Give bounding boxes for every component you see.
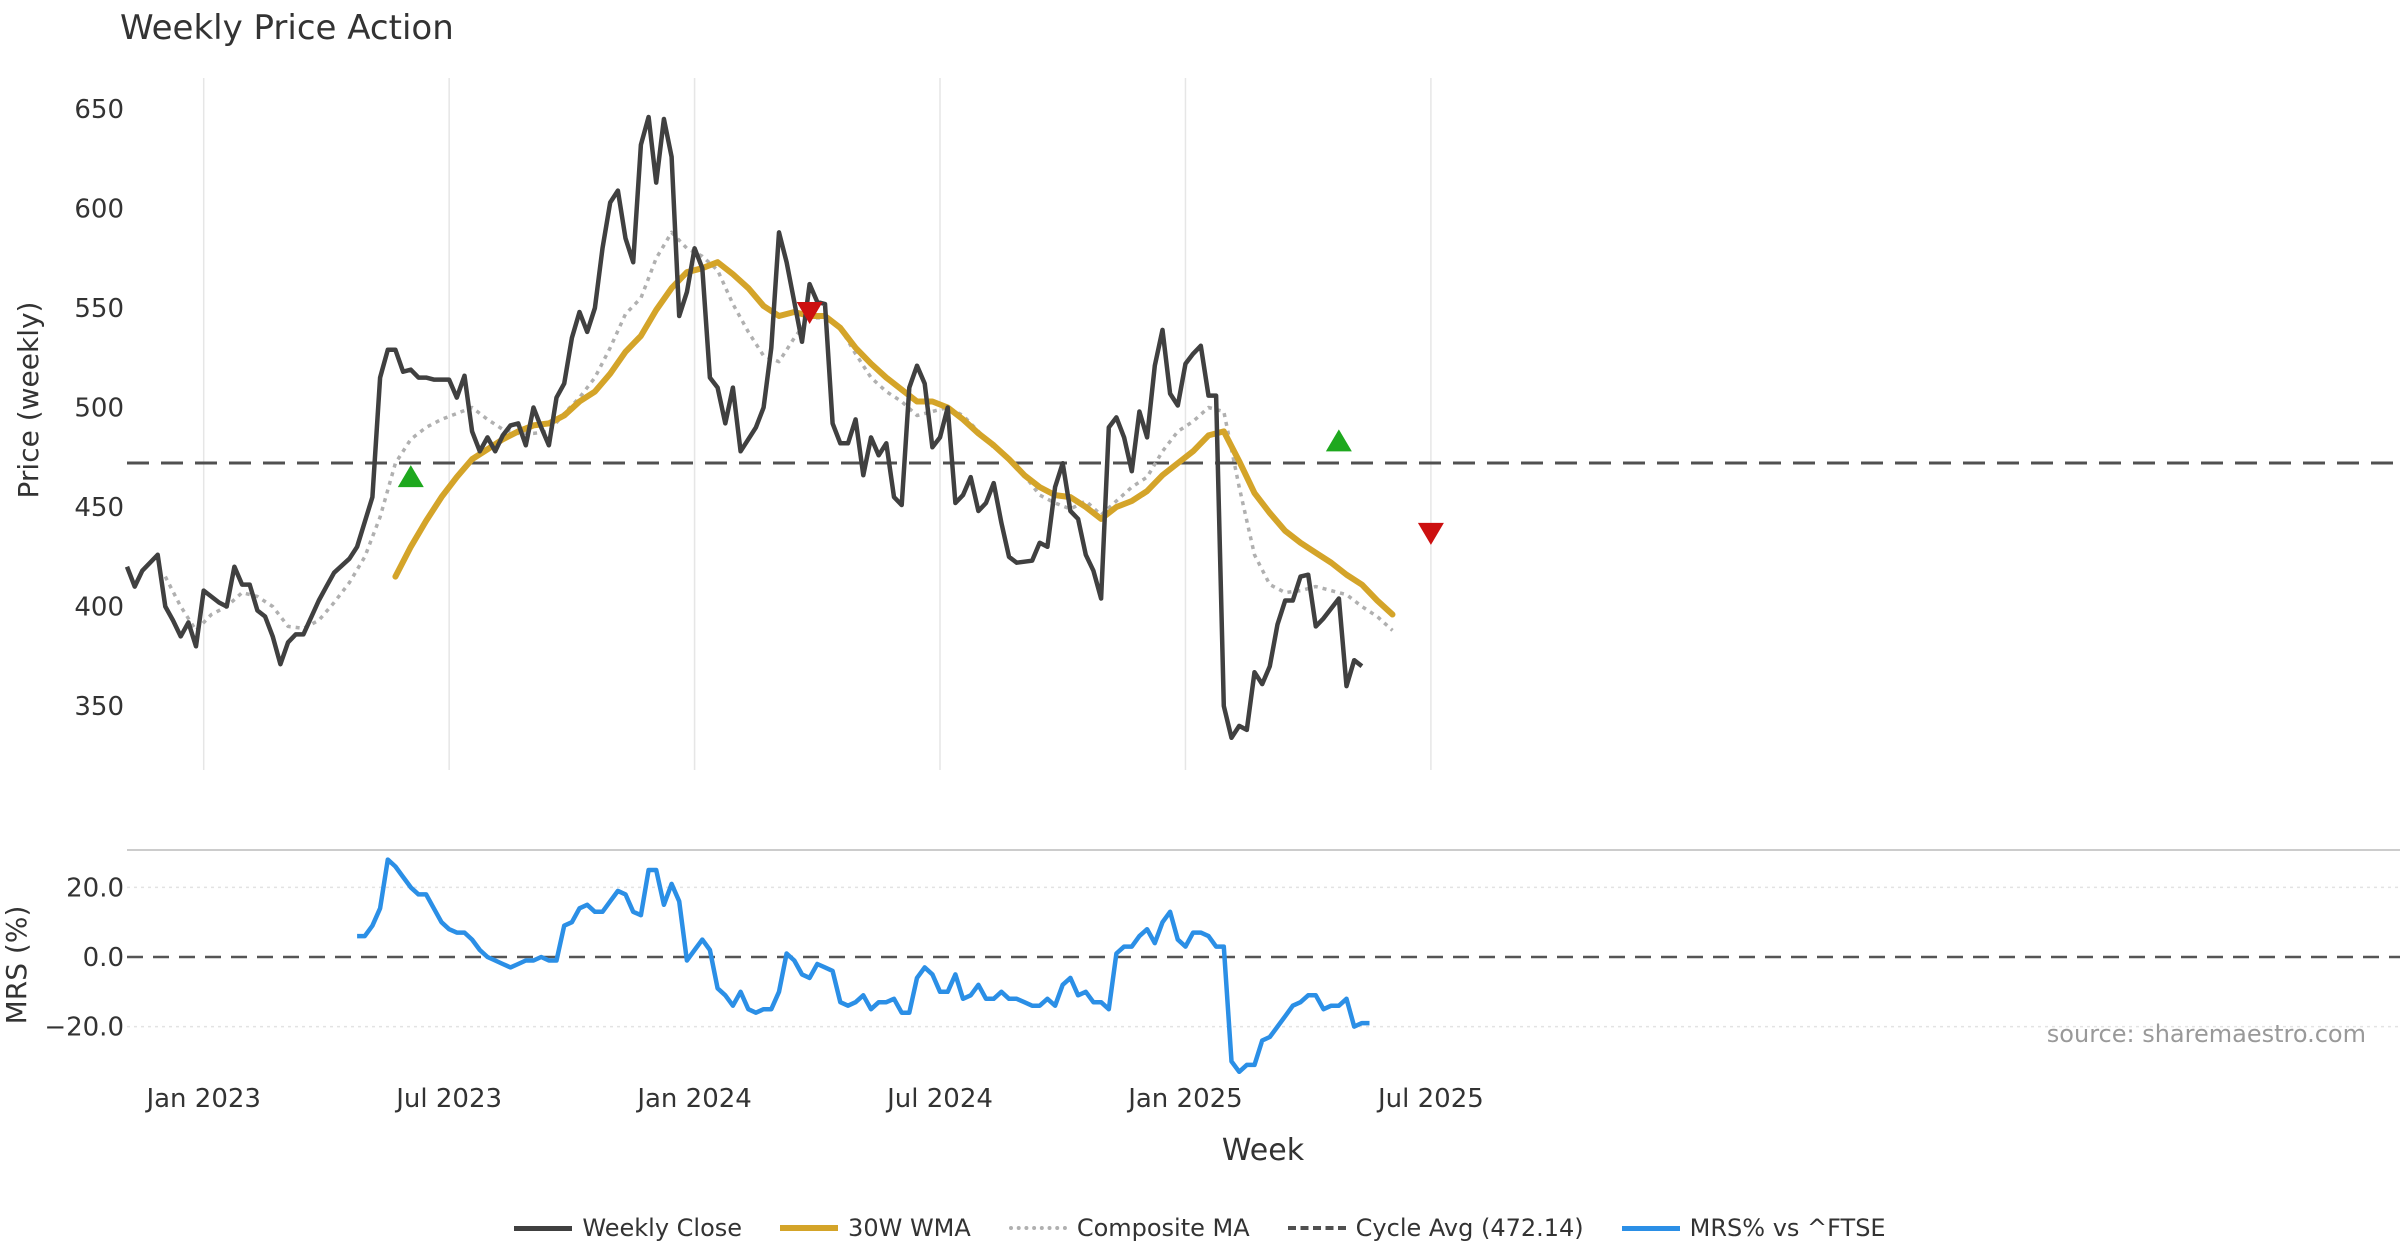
legend-item-mrs: MRS% vs ^FTSE [1621,1214,1886,1242]
legend-item-weekly-close: Weekly Close [514,1214,742,1242]
y-tick-label-price: 650 [74,95,124,125]
price-grid [202,78,1432,770]
x-tick-label: Jul 2024 [885,1084,993,1114]
x-tick-label: Jul 2025 [1376,1084,1484,1114]
legend-swatch-weekly-close [514,1225,573,1231]
weekly-close-line [124,114,1364,741]
x-tick-label: Jan 2024 [635,1084,752,1114]
y-axis-label-price: Price (weekly) [12,302,45,499]
y-tick-label-mrs: 0.0 [83,943,124,973]
series-layer [124,114,2400,1075]
signal-markers [397,301,1444,545]
y-tick-label-price: 550 [74,294,124,324]
legend-swatch-30w-wma [780,1225,839,1231]
legend-item-30w-wma: 30W WMA [780,1214,971,1242]
x-axis-label: Week [1222,1133,1305,1168]
legend-label-weekly-close: Weekly Close [582,1214,743,1242]
x-tick-label: Jan 2025 [1126,1084,1243,1114]
y-tick-label-price: 350 [74,692,124,722]
legend-label-composite-ma: Composite MA [1076,1214,1250,1242]
chart-title: Weekly Price Action [120,8,454,48]
legend-swatch-cycle-avg [1287,1226,1346,1230]
y-tick-label-mrs: 20.0 [66,873,124,903]
source-note: source: sharemaestro.com [2046,1020,2366,1048]
buy-signal-marker [1325,429,1352,452]
legend-swatch-mrs [1621,1225,1680,1231]
y-tick-label-price: 450 [74,493,124,523]
y-axis-label-mrs: MRS (%) [0,906,33,1025]
buy-signal-marker [397,465,424,488]
legend-label-30w-wma: 30W WMA [848,1214,971,1242]
y-tick-label-price: 500 [74,394,124,424]
mrs-grid [127,849,2400,1028]
sell-signal-marker [796,301,823,324]
sell-signal-marker [1417,522,1444,545]
x-tick-label: Jul 2023 [394,1084,502,1114]
mrs-line [357,857,1370,1075]
tick-labels: 350 400 450 500 550 600 650 −20.0 0.0 20.0 Jan 202… [44,95,1483,1114]
x-tick-label: Jan 2023 [144,1084,261,1114]
y-tick-label-price: 600 [74,195,124,225]
legend-item-cycle-avg: Cycle Avg (472.14) [1287,1214,1584,1242]
legend-label-cycle-avg: Cycle Avg (472.14) [1355,1214,1584,1242]
composite-ma-line [163,230,1394,633]
legend-item-composite-ma: Composite MA [1008,1214,1250,1242]
y-tick-label-mrs: −20.0 [44,1013,124,1043]
legend: Weekly Close 30W WMA Composite MA Cycle … [0,1214,2400,1242]
legend-swatch-composite-ma [1008,1226,1067,1230]
wma-30w-line [392,259,1396,618]
legend-label-mrs: MRS% vs ^FTSE [1689,1214,1886,1242]
y-tick-label-price: 400 [74,593,124,623]
